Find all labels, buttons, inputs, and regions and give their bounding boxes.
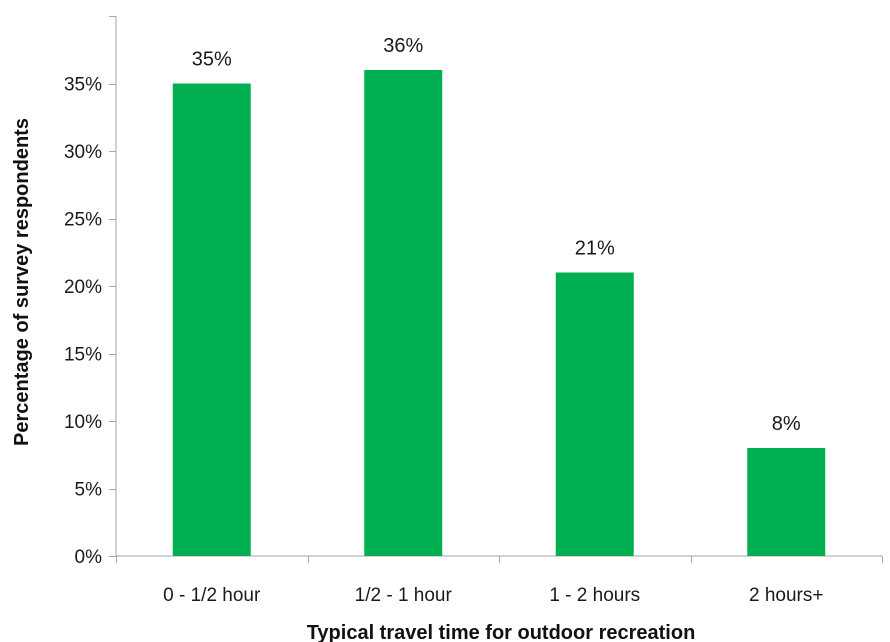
bar — [555, 272, 634, 556]
y-tick-label: 30% — [64, 142, 102, 163]
data-label: 36% — [383, 35, 423, 57]
x-tick-label: 1/2 - 1 hour — [355, 585, 453, 606]
data-label: 35% — [192, 49, 232, 71]
y-axis-title: Percentage of survey respondents — [11, 118, 33, 446]
x-axis-title: Typical travel time for outdoor recreati… — [307, 622, 696, 642]
y-tick-label: 0% — [75, 547, 103, 568]
y-tick-label: 5% — [75, 480, 103, 501]
x-tick-label: 2 hours+ — [749, 585, 823, 606]
data-label: 8% — [772, 413, 801, 435]
y-tick-label: 20% — [64, 277, 102, 298]
y-tick-label: 10% — [64, 412, 102, 433]
x-tick-label: 0 - 1/2 hour — [163, 585, 261, 606]
data-labels: 35% 36% 21% 8% — [192, 35, 801, 435]
y-tick-label: 25% — [64, 210, 102, 231]
y-axis-ticks: 0% 5% 10% 15% 20% 25% 30% 35% — [64, 16, 116, 568]
y-tick-label: 35% — [64, 75, 102, 96]
y-tick-label: 15% — [64, 345, 102, 366]
bar — [747, 448, 826, 556]
x-axis-ticks: 0 - 1/2 hour 1/2 - 1 hour 1 - 2 hours 2 hou… — [116, 556, 883, 606]
bar — [172, 83, 251, 556]
bars — [172, 70, 826, 556]
x-tick-label: 1 - 2 hours — [549, 585, 640, 606]
data-label: 21% — [575, 238, 615, 260]
bar — [364, 70, 443, 556]
